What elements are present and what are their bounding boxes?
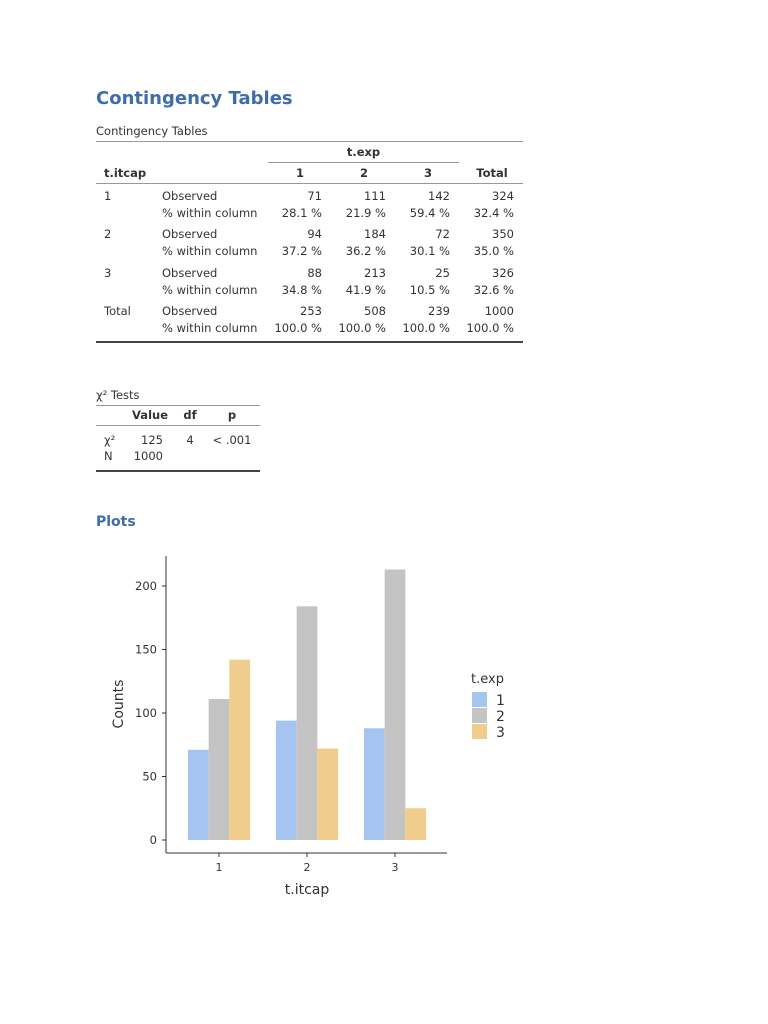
y-tick-label: 0 <box>150 833 157 847</box>
chi-header-p: p <box>227 408 237 422</box>
pct-cell: 34.8 % <box>281 283 322 297</box>
bar-1-series-3 <box>229 659 251 840</box>
observed-label: Observed <box>162 266 218 280</box>
observed-cell: 350 <box>492 227 514 241</box>
observed-cell: 324 <box>492 189 514 203</box>
pct-cell: 35.0 % <box>473 244 514 258</box>
x-tick-label: 2 <box>304 861 311 874</box>
chi-caption: χ² Tests <box>96 388 140 402</box>
legend-title: t.exp <box>471 672 504 687</box>
chi-header-df: df <box>183 408 197 422</box>
observed-cell: 253 <box>300 304 322 318</box>
observed-cell: 25 <box>435 266 450 280</box>
observed-label: Observed <box>162 304 218 318</box>
bar-3-series-2 <box>384 569 406 840</box>
legend-swatch <box>472 724 487 739</box>
row-level-label: 3 <box>104 266 112 280</box>
observed-cell: 213 <box>364 266 386 280</box>
pct-label: % within column <box>162 244 258 258</box>
observed-cell: 508 <box>364 304 386 318</box>
page-title: Contingency Tables <box>96 88 293 109</box>
row-level-label: 2 <box>104 227 112 241</box>
pct-cell: 32.4 % <box>473 206 514 220</box>
legend-swatch <box>472 692 487 707</box>
legend-label: 2 <box>496 709 505 725</box>
pct-cell: 30.1 % <box>409 244 450 258</box>
col-header-total: Total <box>476 166 508 180</box>
col-header-1: 1 <box>295 166 304 180</box>
observed-cell: 184 <box>364 227 386 241</box>
observed-cell: 326 <box>492 266 514 280</box>
bar-2-series-3 <box>317 748 339 840</box>
pct-cell: 37.2 % <box>281 244 322 258</box>
observed-label: Observed <box>162 227 218 241</box>
pct-cell: 10.5 % <box>409 283 450 297</box>
y-tick-label: 150 <box>135 643 157 657</box>
divider <box>96 141 523 142</box>
observed-cell: 71 <box>307 189 322 203</box>
observed-cell: 142 <box>428 189 450 203</box>
contingency-caption: Contingency Tables <box>96 124 208 138</box>
chi-p: < .001 <box>212 433 252 447</box>
col-header-2: 2 <box>359 166 368 180</box>
observed-cell: 111 <box>364 189 386 203</box>
chi-header-value: Value <box>132 408 168 422</box>
observed-cell: 88 <box>307 266 322 280</box>
plots-title: Plots <box>96 514 136 530</box>
bar-3-series-3 <box>405 808 427 840</box>
pct-cell: 21.9 % <box>345 206 386 220</box>
pct-label: % within column <box>162 206 258 220</box>
observed-cell: 1000 <box>484 304 514 318</box>
pct-label: % within column <box>162 283 258 297</box>
row-level-label: 1 <box>104 189 112 203</box>
table-bottom-rule <box>96 470 260 472</box>
observed-label: Observed <box>162 189 218 203</box>
y-tick-label: 100 <box>135 706 157 720</box>
divider <box>96 405 260 406</box>
legend-label: 3 <box>496 725 505 741</box>
pct-cell: 100.0 % <box>338 321 386 335</box>
divider <box>268 162 459 163</box>
col-header-3: 3 <box>423 166 432 180</box>
divider <box>96 425 260 426</box>
observed-cell: 239 <box>428 304 450 318</box>
pct-cell: 100.0 % <box>402 321 450 335</box>
observed-cell: 94 <box>307 227 322 241</box>
legend-swatch <box>472 708 487 723</box>
table-bottom-rule <box>96 341 523 343</box>
bar-2-series-2 <box>296 606 318 840</box>
legend-label: 1 <box>496 693 505 709</box>
pct-cell: 32.6 % <box>473 283 514 297</box>
x-tick-label: 1 <box>216 861 223 874</box>
pct-cell: 100.0 % <box>274 321 322 335</box>
observed-cell: 72 <box>435 227 450 241</box>
x-tick-label: 3 <box>392 861 399 874</box>
y-tick-label: 50 <box>142 770 157 784</box>
pct-cell: 36.2 % <box>345 244 386 258</box>
row-var-header: t.itcap <box>104 166 147 180</box>
chi-df: 4 <box>186 433 194 447</box>
pct-label: % within column <box>162 321 258 335</box>
bar-1-series-1 <box>187 749 209 840</box>
pct-cell: 28.1 % <box>281 206 322 220</box>
n-value: 1000 <box>133 449 163 463</box>
y-tick-label: 200 <box>135 579 157 593</box>
chi-row-label: χ² <box>104 433 116 447</box>
n-row-label: N <box>104 449 113 463</box>
y-axis-label: Counts <box>111 680 127 729</box>
pct-cell: 59.4 % <box>409 206 450 220</box>
bar-3-series-1 <box>363 728 385 840</box>
x-axis-label: t.itcap <box>285 882 330 898</box>
bar-2-series-1 <box>275 720 297 840</box>
chi-value: 125 <box>141 433 163 447</box>
pct-cell: 100.0 % <box>466 321 514 335</box>
divider <box>96 183 523 184</box>
pct-cell: 41.9 % <box>345 283 386 297</box>
bar-1-series-2 <box>208 699 230 840</box>
col-var-header: t.exp <box>346 145 381 159</box>
row-level-label: Total <box>104 304 131 318</box>
